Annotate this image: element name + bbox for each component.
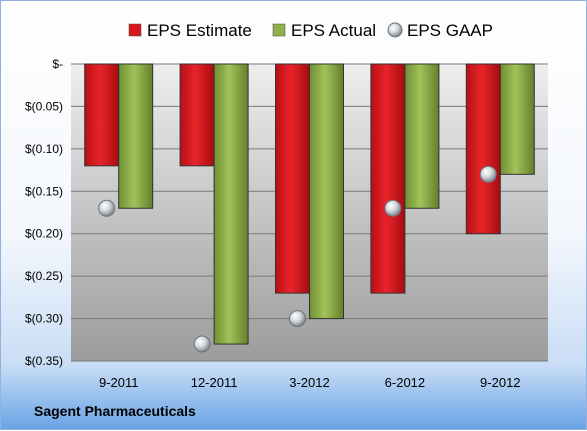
eps-actual-bar [404,63,440,209]
y-tick-label: $- [52,57,63,71]
eps-gaap-marker [98,199,116,217]
eps-gaap-marker [384,199,402,217]
eps-actual-bar [118,63,154,209]
legend: EPS Estimate EPS Actual EPS GAAP [128,21,493,40]
legend-label: EPS GAAP [407,21,493,40]
eps-gaap-marker [193,335,211,353]
company-name: Sagent Pharmaceuticals [34,403,196,419]
x-tick-label: 3-2012 [289,375,329,390]
x-axis-ticks: 9-2011 12-2011 3-2012 6-2012 9-2012 [99,375,521,390]
y-tick-label: $(0.25) [25,269,63,283]
x-tick-label: 12-2011 [191,375,238,390]
x-tick-label: 9-2012 [480,375,520,390]
legend-swatch-estimate [128,23,142,37]
legend-item: EPS Estimate [128,21,252,40]
y-tick-label: $(0.05) [25,99,63,113]
y-tick-label: $(0.30) [25,312,63,326]
y-tick-label: $(0.15) [25,184,63,198]
y-tick-label: $(0.10) [25,142,63,156]
legend-label: EPS Estimate [147,21,252,40]
bars [84,63,535,345]
eps-actual-bar [213,63,249,345]
eps-actual-bar [309,63,344,320]
eps-gaap-marker [479,165,497,183]
eps-estimate-bar [370,63,406,294]
eps-estimate-bar [84,63,120,167]
legend-label: EPS Actual [291,21,376,40]
legend-swatch-gaap [387,22,403,38]
gaap-markers [98,165,497,353]
eps-gaap-marker [289,310,306,328]
eps-estimate-bar [179,63,215,167]
x-tick-label: 6-2012 [385,375,425,390]
y-tick-label: $(0.20) [25,227,63,241]
legend-item: EPS Actual [272,21,376,40]
legend-swatch-actual [272,23,286,37]
y-axis-ticks: $- $(0.05) $(0.10) $(0.15) $(0.20) $(0.25) $(0… [25,57,63,368]
x-tick-label: 9-2011 [99,375,139,390]
legend-item: EPS GAAP [387,21,493,40]
eps-estimate-bar [275,63,310,294]
eps-actual-bar [499,63,535,175]
eps-estimate-bar [465,63,501,235]
y-tick-label: $(0.35) [25,354,63,368]
